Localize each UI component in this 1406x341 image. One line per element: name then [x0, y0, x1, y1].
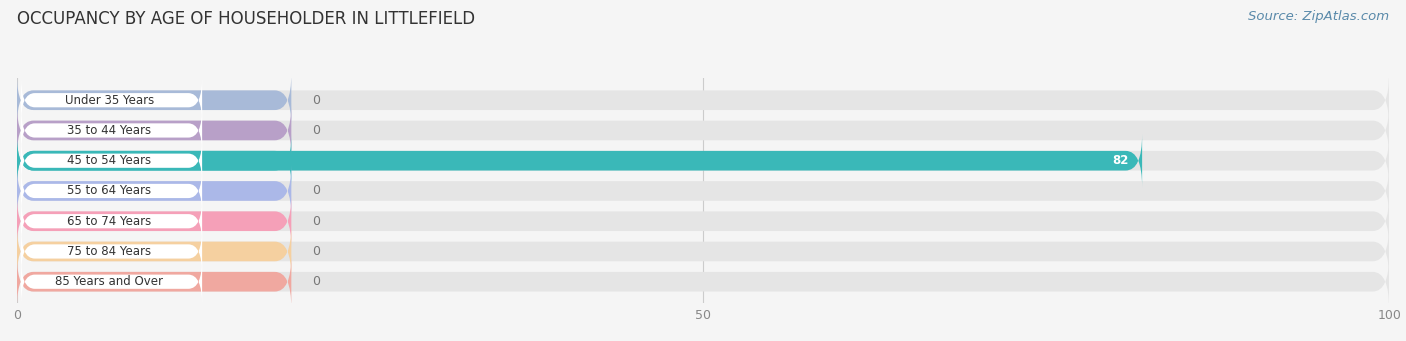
FancyBboxPatch shape — [21, 198, 202, 244]
FancyBboxPatch shape — [17, 74, 291, 127]
FancyBboxPatch shape — [21, 137, 202, 184]
FancyBboxPatch shape — [17, 164, 291, 218]
FancyBboxPatch shape — [21, 228, 202, 275]
FancyBboxPatch shape — [17, 134, 1389, 187]
Text: 0: 0 — [312, 184, 321, 197]
FancyBboxPatch shape — [21, 168, 202, 214]
Text: 0: 0 — [312, 215, 321, 228]
FancyBboxPatch shape — [17, 134, 1142, 187]
Text: 75 to 84 Years: 75 to 84 Years — [67, 245, 152, 258]
FancyBboxPatch shape — [21, 77, 202, 123]
FancyBboxPatch shape — [17, 195, 1389, 248]
Text: 65 to 74 Years: 65 to 74 Years — [67, 215, 152, 228]
FancyBboxPatch shape — [17, 225, 291, 278]
Text: 0: 0 — [312, 275, 321, 288]
Text: Under 35 Years: Under 35 Years — [65, 94, 155, 107]
FancyBboxPatch shape — [17, 104, 1389, 157]
Text: 85 Years and Over: 85 Years and Over — [55, 275, 163, 288]
FancyBboxPatch shape — [17, 74, 1389, 127]
Text: 0: 0 — [312, 245, 321, 258]
Text: 0: 0 — [312, 124, 321, 137]
Text: OCCUPANCY BY AGE OF HOUSEHOLDER IN LITTLEFIELD: OCCUPANCY BY AGE OF HOUSEHOLDER IN LITTL… — [17, 10, 475, 28]
Text: 45 to 54 Years: 45 to 54 Years — [67, 154, 152, 167]
Text: 55 to 64 Years: 55 to 64 Years — [67, 184, 152, 197]
FancyBboxPatch shape — [17, 164, 1389, 218]
Text: 0: 0 — [312, 94, 321, 107]
FancyBboxPatch shape — [21, 107, 202, 153]
FancyBboxPatch shape — [17, 134, 291, 187]
FancyBboxPatch shape — [17, 104, 291, 157]
FancyBboxPatch shape — [17, 225, 1389, 278]
FancyBboxPatch shape — [17, 255, 291, 308]
FancyBboxPatch shape — [21, 258, 202, 305]
FancyBboxPatch shape — [17, 255, 1389, 308]
Text: 35 to 44 Years: 35 to 44 Years — [67, 124, 152, 137]
Text: 82: 82 — [1112, 154, 1129, 167]
FancyBboxPatch shape — [17, 195, 291, 248]
Text: Source: ZipAtlas.com: Source: ZipAtlas.com — [1249, 10, 1389, 23]
